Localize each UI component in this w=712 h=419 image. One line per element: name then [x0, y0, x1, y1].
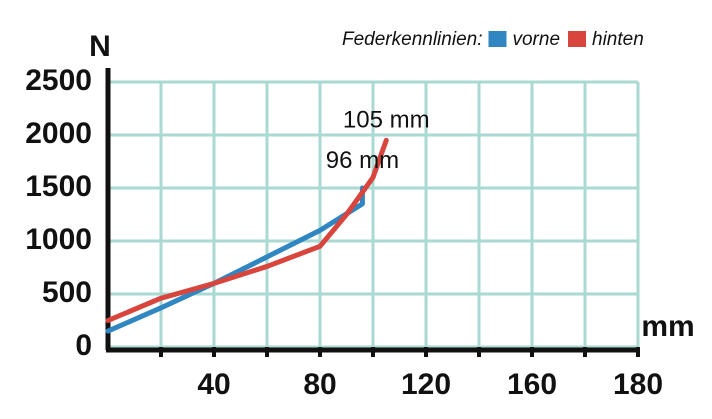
- legend-label: vorne: [512, 29, 560, 50]
- y-tick-label: 0: [75, 329, 92, 362]
- legend-title: Federkennlinien:: [342, 29, 482, 50]
- x-axis-label: mm: [641, 310, 694, 343]
- x-tick-label: 120: [401, 368, 451, 401]
- legend-swatch: [488, 31, 507, 47]
- x-tick-label: 160: [507, 368, 557, 401]
- y-tick-label: 500: [42, 276, 92, 309]
- legend-swatch: [568, 31, 587, 47]
- y-tick-label: 2500: [25, 64, 92, 97]
- series-line: [105, 185, 365, 334]
- annotation: 105 mm: [343, 107, 430, 134]
- x-tick-label: 180: [613, 368, 663, 401]
- annotation: 96 mm: [326, 147, 399, 174]
- y-tick-label: 1000: [25, 223, 92, 256]
- series-line: [105, 137, 389, 323]
- y-axis-label: N: [89, 30, 111, 63]
- x-tick-label: 80: [303, 368, 336, 401]
- x-tick-label: 40: [197, 368, 230, 401]
- y-tick-label: 1500: [25, 170, 92, 203]
- legend-label: hinten: [592, 29, 644, 50]
- y-tick-label: 2000: [25, 117, 92, 150]
